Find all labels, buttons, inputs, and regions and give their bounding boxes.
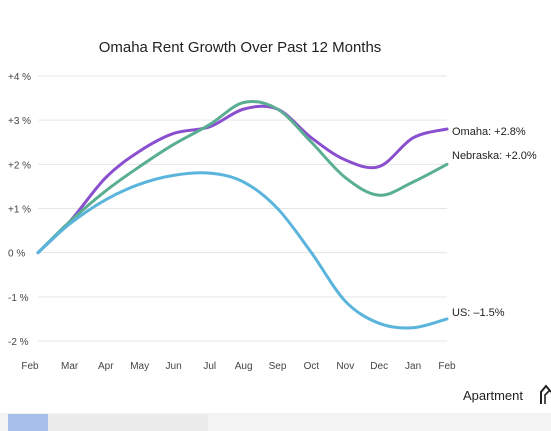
grid-lines	[38, 75, 447, 342]
series-line-omaha	[36, 104, 449, 255]
x-tick-label: Feb	[21, 361, 39, 372]
series-end-label: Omaha: +2.8%	[452, 126, 526, 138]
bottom-bar	[48, 414, 208, 431]
x-tick-label: Mar	[61, 361, 79, 372]
y-tick-label: +3 %	[8, 116, 31, 127]
x-tick-label: Sep	[269, 361, 287, 372]
series-line-us	[36, 171, 449, 330]
y-tick-label: 0 %	[8, 249, 25, 260]
series-end-labels: Omaha: +2.8% Nebraska: +2.0% US: –1.5%	[452, 126, 537, 319]
bottom-thumbnail	[8, 414, 48, 431]
chart-title: Omaha Rent Growth Over Past 12 Months	[99, 39, 382, 56]
y-tick-label: -2 %	[8, 337, 29, 348]
x-tick-label: May	[130, 361, 149, 372]
x-tick-label: Apr	[98, 361, 114, 372]
apartment-logo: Apartment	[463, 384, 551, 404]
series-lines	[36, 100, 449, 330]
y-tick-label: +2 %	[8, 160, 31, 171]
series-end-label: Nebraska: +2.0%	[452, 150, 537, 162]
y-axis-ticks: +4 % +3 % +2 % +1 % 0 % -1 % -2 %	[8, 72, 31, 348]
x-tick-label: Jan	[405, 361, 421, 372]
x-tick-label: Oct	[304, 361, 320, 372]
x-tick-label: Dec	[370, 361, 388, 372]
x-tick-label: Jun	[166, 361, 182, 372]
x-tick-label: Jul	[203, 361, 216, 372]
x-tick-label: Feb	[438, 361, 456, 372]
y-tick-label: +1 %	[8, 205, 31, 216]
series-end-label: US: –1.5%	[452, 307, 505, 319]
brand-mark-icon	[540, 384, 551, 404]
series-line-nebraska	[36, 100, 449, 255]
y-tick-label: +4 %	[8, 72, 31, 83]
x-tick-label: Aug	[235, 361, 253, 372]
x-axis-ticks: Feb Mar Apr May Jun Jul Aug Sep Oct Nov Dec Jan Feb	[21, 361, 456, 372]
y-tick-label: -1 %	[8, 293, 29, 304]
x-tick-label: Nov	[336, 361, 354, 372]
brand-name: Apartment	[463, 388, 523, 403]
